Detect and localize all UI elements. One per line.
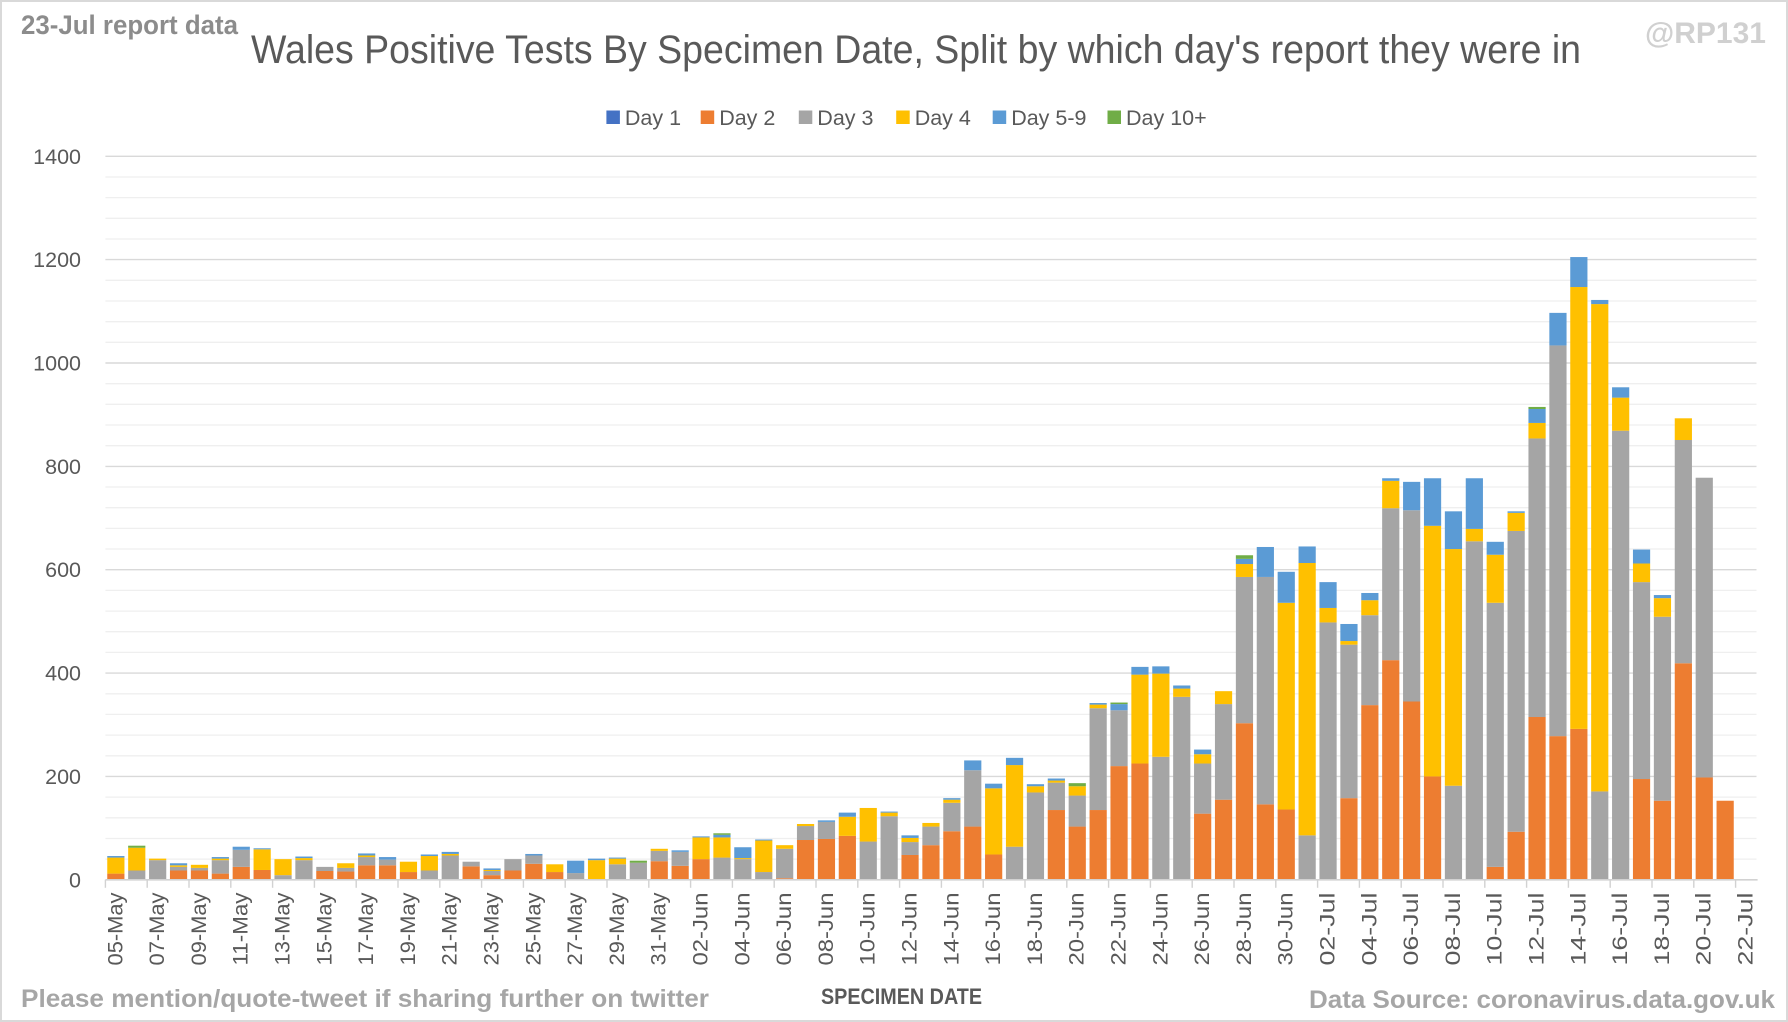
- svg-text:08-Jul: 08-Jul: [1441, 893, 1465, 966]
- svg-text:14-Jul: 14-Jul: [1566, 893, 1590, 966]
- svg-text:25-May: 25-May: [521, 892, 545, 965]
- svg-text:Wales Positive Tests By Specim: Wales Positive Tests By Specimen Date, S…: [251, 28, 1581, 72]
- svg-text:Day 5-9: Day 5-9: [1011, 106, 1086, 130]
- svg-text:22-Jun: 22-Jun: [1107, 893, 1131, 966]
- svg-text:Data Source: coronavirus.data.: Data Source: coronavirus.data.gov.uk: [1309, 986, 1775, 1014]
- svg-text:05-May: 05-May: [103, 892, 127, 965]
- svg-text:23-May: 23-May: [480, 892, 504, 965]
- svg-text:26-Jun: 26-Jun: [1190, 893, 1214, 966]
- svg-text:24-Jun: 24-Jun: [1148, 893, 1172, 966]
- svg-text:20-Jun: 20-Jun: [1065, 893, 1089, 966]
- svg-text:07-May: 07-May: [145, 892, 169, 965]
- svg-text:Day 1: Day 1: [625, 106, 681, 130]
- svg-text:10-Jul: 10-Jul: [1483, 893, 1507, 966]
- svg-text:23-Jul report data: 23-Jul report data: [21, 10, 238, 40]
- svg-text:09-May: 09-May: [187, 892, 211, 965]
- svg-text:12-Jul: 12-Jul: [1525, 893, 1549, 966]
- svg-text:02-Jun: 02-Jun: [689, 893, 713, 966]
- svg-text:11-May: 11-May: [229, 892, 253, 965]
- svg-text:16-Jun: 16-Jun: [981, 893, 1005, 966]
- svg-text:15-May: 15-May: [312, 892, 336, 965]
- svg-text:22-Jul: 22-Jul: [1734, 893, 1758, 966]
- svg-text:30-Jun: 30-Jun: [1274, 893, 1298, 966]
- svg-text:400: 400: [45, 662, 81, 686]
- svg-text:13-May: 13-May: [271, 892, 295, 965]
- svg-text:18-Jul: 18-Jul: [1650, 893, 1674, 966]
- svg-text:SPECIMEN DATE: SPECIMEN DATE: [821, 984, 982, 1009]
- svg-text:04-Jul: 04-Jul: [1357, 893, 1381, 966]
- svg-text:200: 200: [45, 765, 81, 789]
- svg-text:17-May: 17-May: [354, 892, 378, 965]
- svg-text:31-May: 31-May: [647, 892, 671, 965]
- svg-text:0: 0: [69, 868, 81, 892]
- svg-text:1200: 1200: [33, 248, 81, 272]
- svg-text:Day 10+: Day 10+: [1126, 106, 1207, 130]
- svg-text:04-Jun: 04-Jun: [730, 893, 754, 966]
- svg-text:@RP131: @RP131: [1645, 17, 1766, 50]
- svg-text:1000: 1000: [33, 352, 81, 376]
- svg-text:06-Jun: 06-Jun: [772, 893, 796, 966]
- svg-text:28-Jun: 28-Jun: [1232, 893, 1256, 966]
- svg-text:1400: 1400: [33, 145, 81, 169]
- svg-text:16-Jul: 16-Jul: [1608, 893, 1632, 966]
- svg-text:14-Jun: 14-Jun: [939, 893, 963, 966]
- svg-text:Day 2: Day 2: [719, 106, 775, 130]
- svg-text:800: 800: [45, 455, 81, 479]
- svg-text:19-May: 19-May: [396, 892, 420, 965]
- svg-text:12-Jun: 12-Jun: [898, 893, 922, 966]
- svg-text:18-Jun: 18-Jun: [1023, 893, 1047, 966]
- svg-text:Day 4: Day 4: [915, 106, 971, 130]
- svg-text:29-May: 29-May: [605, 892, 629, 965]
- svg-text:Day 3: Day 3: [817, 106, 873, 130]
- svg-text:06-Jul: 06-Jul: [1399, 893, 1423, 966]
- svg-text:10-Jun: 10-Jun: [856, 893, 880, 966]
- svg-text:Please mention/quote-tweet if: Please mention/quote-tweet if sharing fu…: [21, 985, 709, 1013]
- svg-text:600: 600: [45, 558, 81, 582]
- svg-text:27-May: 27-May: [563, 892, 587, 965]
- svg-text:02-Jul: 02-Jul: [1316, 893, 1340, 966]
- svg-text:08-Jun: 08-Jun: [814, 893, 838, 966]
- svg-text:20-Jul: 20-Jul: [1692, 893, 1716, 966]
- svg-text:21-May: 21-May: [438, 892, 462, 965]
